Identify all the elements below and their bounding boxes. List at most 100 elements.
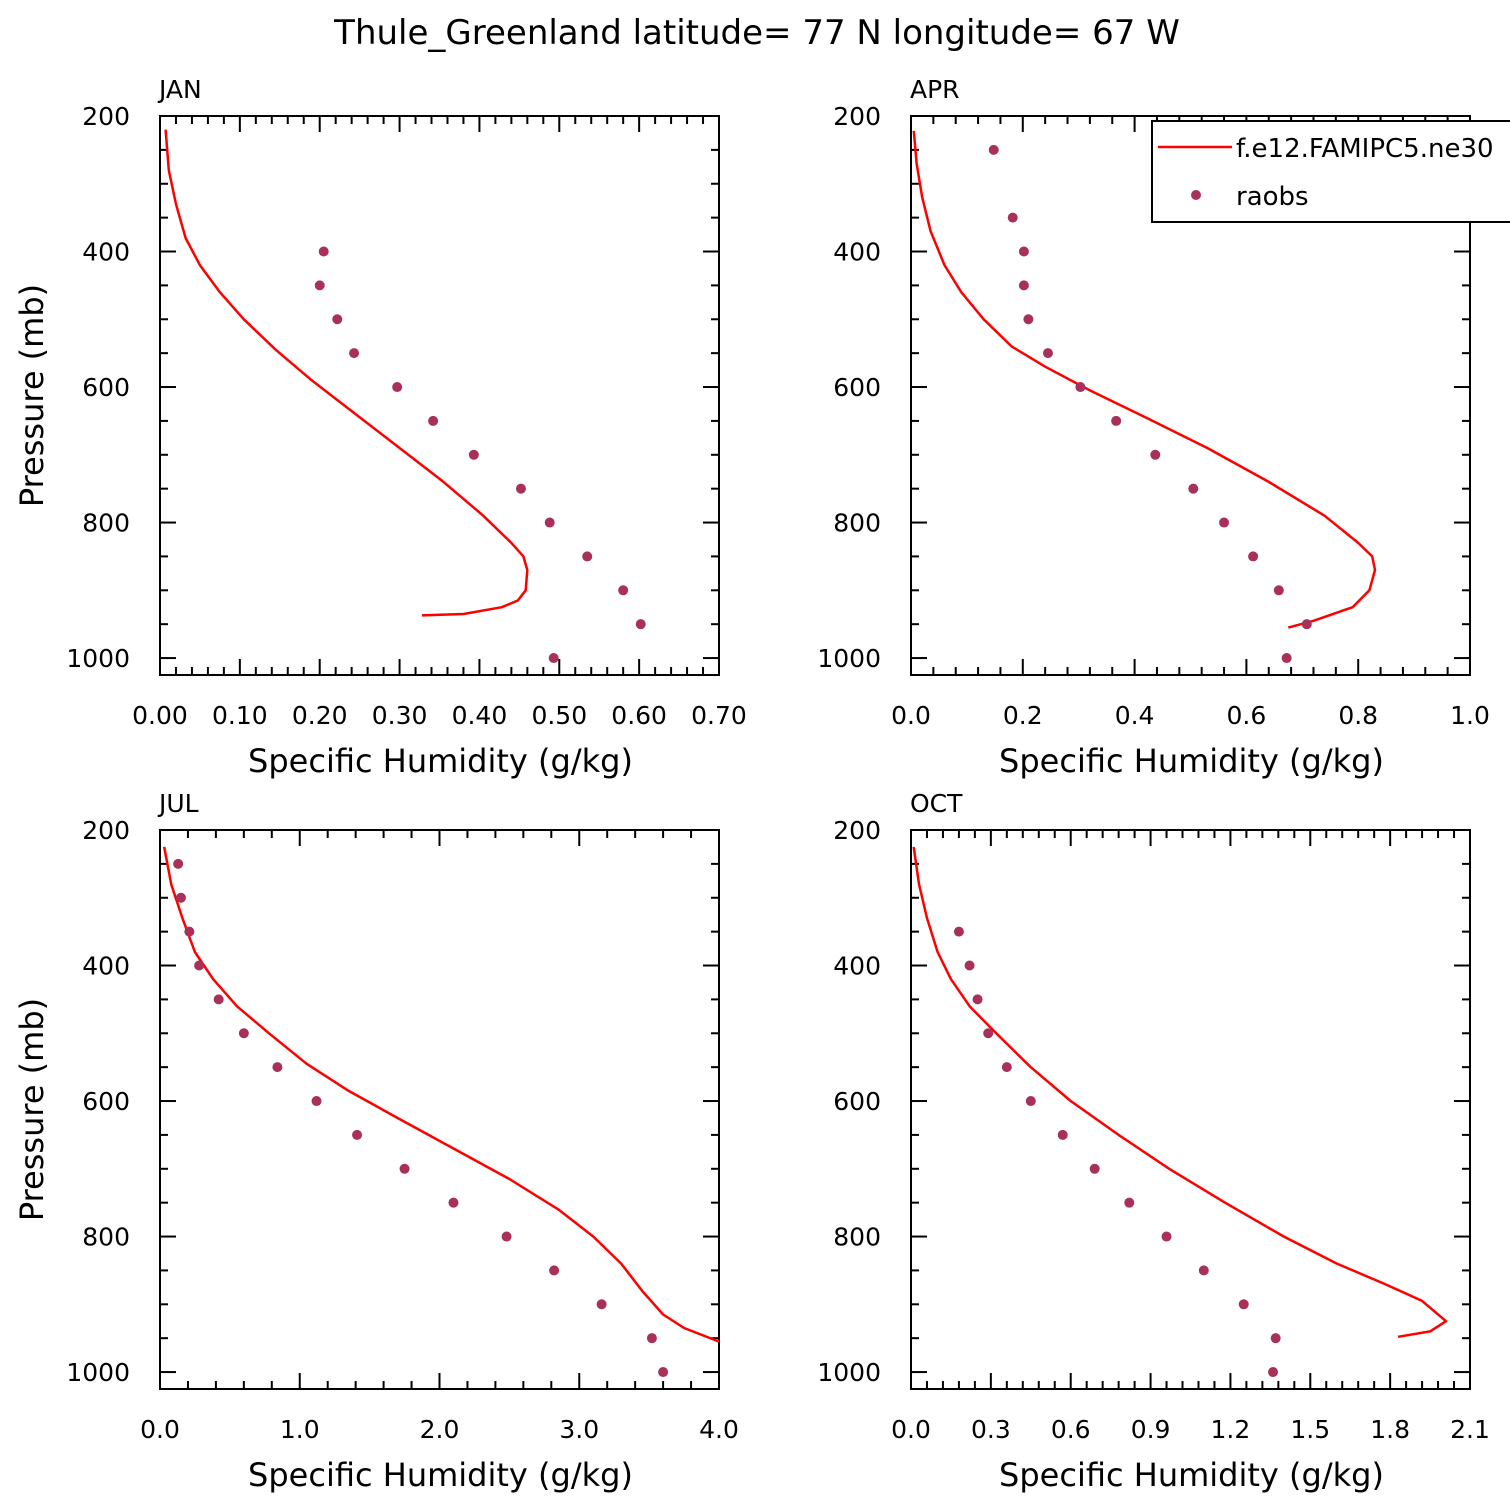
y-tick-label: 400 [82, 952, 130, 981]
obs-point [548, 653, 559, 664]
x-axis-title: Specific Humidity (g/kg) [248, 1456, 633, 1494]
obs-point [332, 314, 343, 325]
x-tick-label: 0.8 [1338, 701, 1378, 730]
obs-point [349, 348, 360, 359]
obs-point [582, 551, 593, 562]
data-layer [162, 846, 719, 1378]
obs-point [1124, 1197, 1135, 1208]
obs-point [392, 382, 403, 393]
x-tick-label: 0.0 [140, 1415, 180, 1444]
y-tick-label: 1000 [66, 644, 130, 673]
x-axis-title: Specific Humidity (g/kg) [999, 742, 1384, 780]
obs-point [318, 246, 329, 257]
panel-label-jul: JUL [157, 789, 199, 818]
x-axis-title: Specific Humidity (g/kg) [248, 742, 633, 780]
obs-point [428, 415, 439, 426]
y-tick-label: 1000 [817, 644, 881, 673]
x-tick-label: 0.6 [1227, 701, 1267, 730]
legend-obs-swatch [1191, 190, 1201, 200]
obs-point [964, 960, 975, 971]
obs-point [1270, 1333, 1281, 1344]
y-tick-label: 600 [82, 373, 130, 402]
obs-point [953, 926, 964, 937]
obs-point [1023, 314, 1034, 325]
y-tick-label: 400 [82, 238, 130, 267]
y-tick-label: 600 [833, 1087, 881, 1116]
obs-point [646, 1333, 657, 1344]
obs-point [1219, 517, 1230, 528]
obs-point [175, 892, 186, 903]
x-tick-label: 0.10 [212, 701, 268, 730]
y-tick-label: 400 [833, 238, 881, 267]
plot-frame-oct [910, 829, 1471, 1390]
figure-title: Thule_Greenland latitude= 77 N longitude… [333, 13, 1180, 53]
obs-point [1198, 1265, 1209, 1276]
x-tick-label: 1.0 [1450, 701, 1490, 730]
x-tick-label: 0.0 [891, 701, 931, 730]
obs-point [1007, 212, 1018, 223]
model-line-apr [912, 130, 1377, 629]
obs-point [448, 1197, 459, 1208]
model-line-oct [912, 846, 1448, 1339]
obs-point [1188, 483, 1199, 494]
obs-point [501, 1231, 512, 1242]
y-tick-label: 200 [82, 102, 130, 131]
legend: f.e12.FAMIPC5.ne30 raobs [1151, 120, 1510, 223]
y-tick-label: 200 [82, 816, 130, 845]
y-tick-label: 800 [833, 509, 881, 538]
y-tick-label: 600 [833, 373, 881, 402]
obs-point [1075, 382, 1086, 393]
x-tick-label: 0.0 [891, 1415, 931, 1444]
obs-point [544, 517, 555, 528]
obs-point [596, 1299, 607, 1310]
legend-model-label: f.e12.FAMIPC5.ne30 [1236, 134, 1494, 164]
data-layer [912, 846, 1448, 1378]
x-tick-label: 0.60 [611, 701, 667, 730]
y-tick-label: 800 [82, 509, 130, 538]
obs-point [1042, 348, 1053, 359]
x-tick-label: 2.1 [1450, 1415, 1490, 1444]
obs-point [983, 1028, 994, 1039]
x-tick-label: 1.2 [1211, 1415, 1251, 1444]
obs-point [515, 483, 526, 494]
x-tick-label: 0.4 [1115, 701, 1155, 730]
x-tick-label: 1.8 [1370, 1415, 1410, 1444]
obs-point [352, 1129, 363, 1140]
data-layer [912, 130, 1377, 664]
obs-point [549, 1265, 560, 1276]
obs-point [194, 960, 205, 971]
x-tick-label: 0.30 [372, 701, 428, 730]
obs-point [1018, 246, 1029, 257]
obs-point [1301, 619, 1312, 630]
plot-frame-apr [910, 115, 1471, 676]
y-axis-title: Pressure (mb) [13, 284, 51, 507]
panels: JAN 0.00 0.10 0.20 0.30 0.40 0.50 0.60 0.70 200 40… [13, 75, 1510, 1494]
x-tick-label: 0.70 [691, 701, 747, 730]
y-tick-label: 1000 [66, 1358, 130, 1387]
obs-point [311, 1096, 322, 1107]
y-tick-label: 800 [833, 1223, 881, 1252]
obs-point [618, 585, 629, 596]
x-tick-label: 0.20 [292, 701, 348, 730]
x-tick-label: 2.0 [420, 1415, 460, 1444]
x-tick-label: 1.0 [280, 1415, 320, 1444]
panel-label-apr: APR [910, 75, 960, 104]
model-line-jan [164, 129, 529, 617]
panel-label-jan: JAN [157, 75, 202, 104]
obs-point [1268, 1367, 1279, 1378]
chart-apr: APR 0.0 0.2 0.4 0.6 0.8 1.0 200 400 600 800 1000 Spe… [817, 75, 1490, 780]
obs-point [1248, 551, 1259, 562]
obs-point [314, 280, 325, 291]
x-tick-label: 0.00 [132, 701, 188, 730]
x-tick-label: 3.0 [559, 1415, 599, 1444]
obs-point [1018, 280, 1029, 291]
obs-point [173, 858, 184, 869]
obs-point [1001, 1062, 1012, 1073]
obs-point [1150, 449, 1161, 460]
obs-point [1238, 1299, 1249, 1310]
obs-point [1057, 1129, 1068, 1140]
x-axis-title: Specific Humidity (g/kg) [999, 1456, 1384, 1494]
y-tick-label: 600 [82, 1087, 130, 1116]
legend-box [1151, 120, 1510, 223]
